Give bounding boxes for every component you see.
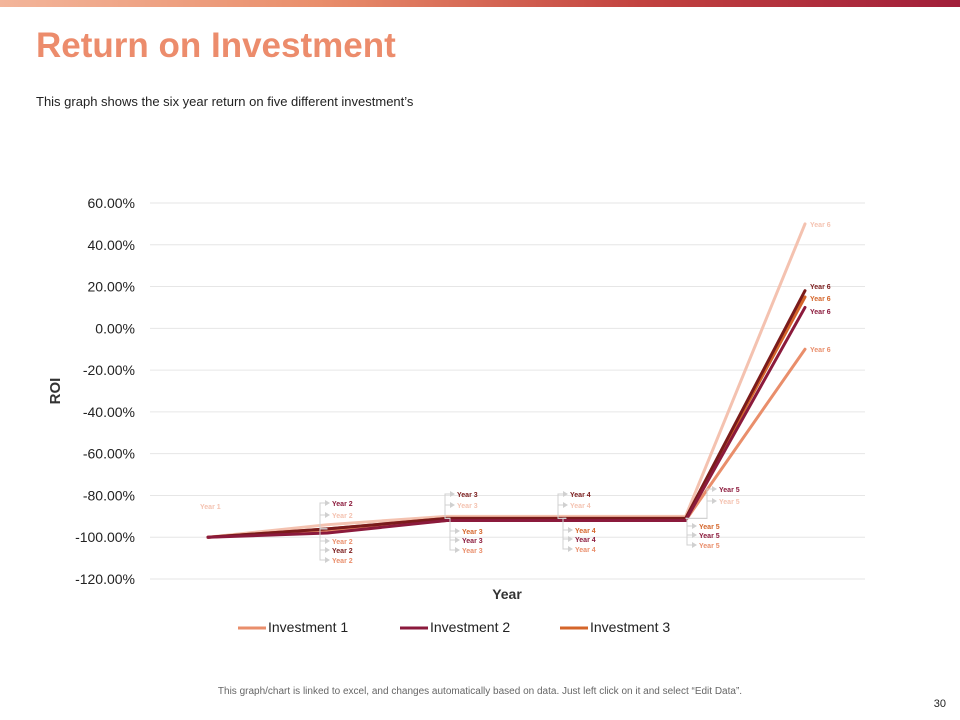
legend-label: Investment 3	[590, 619, 670, 635]
y-tick-label: -60.00%	[83, 446, 135, 462]
data-label: Year 3	[457, 492, 478, 499]
data-label: Year 3	[462, 548, 483, 555]
data-label: Year 2	[332, 501, 353, 508]
data-label: Year 6	[810, 284, 831, 291]
y-axis-label: ROI	[47, 378, 64, 405]
leader-arrow	[325, 500, 330, 506]
leader-arrow	[455, 528, 460, 534]
leader-line	[685, 517, 695, 546]
y-tick-label: -120.00%	[75, 571, 135, 587]
data-label: Year 1	[200, 504, 221, 511]
footer-note: This graph/chart is linked to excel, and…	[217, 686, 743, 697]
leader-arrow	[450, 491, 455, 497]
leader-arrow	[563, 502, 568, 508]
data-label: Year 6	[810, 309, 831, 316]
y-tick-label: -80.00%	[83, 487, 135, 503]
data-label: Year 6	[810, 347, 831, 354]
data-label: Year 6	[810, 222, 831, 229]
leader-line	[685, 500, 715, 519]
top-accent-bar	[0, 0, 960, 7]
slide-subtitle: This graph shows the six year return on …	[36, 94, 414, 109]
leader-arrow	[325, 538, 330, 544]
leader-arrow	[450, 502, 455, 508]
leader-arrow	[325, 547, 330, 553]
data-label: Year 4	[575, 537, 596, 544]
y-tick-label: -20.00%	[83, 362, 135, 378]
data-label: Year 3	[462, 538, 483, 545]
leader-arrow	[568, 546, 573, 552]
data-label: Year 2	[332, 539, 353, 546]
data-label: Year 5	[719, 499, 740, 506]
series-line-investment-5	[206, 289, 807, 539]
data-label: Year 4	[575, 547, 596, 554]
leader-line	[562, 517, 571, 550]
y-tick-label: -40.00%	[83, 404, 135, 420]
y-tick-label: 0.00%	[95, 320, 135, 336]
data-label: Year 3	[457, 503, 478, 510]
data-label: Year 6	[810, 296, 831, 303]
data-label: Year 4	[575, 528, 596, 535]
leader-arrow	[568, 536, 573, 542]
leader-arrow	[325, 557, 330, 563]
leader-arrow	[455, 547, 460, 553]
data-label: Year 4	[570, 503, 591, 510]
leader-arrow	[712, 498, 717, 504]
chart-legend: Investment 1 Investment 2 Investment 3	[238, 619, 670, 635]
y-tick-label: 60.00%	[88, 195, 135, 211]
leader-arrow	[325, 512, 330, 518]
series-line-investment-2	[206, 305, 807, 539]
leader-arrow	[712, 486, 717, 492]
leader-arrow	[455, 537, 460, 543]
data-label: Year 5	[699, 543, 720, 550]
legend-label: Investment 2	[430, 619, 510, 635]
leader-arrow	[692, 542, 697, 548]
leader-arrow	[563, 491, 568, 497]
leader-line	[319, 528, 328, 561]
leader-arrow	[568, 527, 573, 533]
series-lines	[206, 222, 807, 539]
data-label: Year 2	[332, 513, 353, 520]
slide-title: Return on Investment	[36, 26, 396, 65]
leader-line	[446, 517, 458, 551]
leader-line	[444, 504, 453, 519]
data-label: Year 3	[462, 529, 483, 536]
data-label: Year 5	[719, 487, 740, 494]
legend-label: Investment 1	[268, 619, 348, 635]
leader-arrow	[692, 532, 697, 538]
y-tick-label: -100.00%	[75, 529, 135, 545]
y-tick-label: 40.00%	[88, 237, 135, 253]
data-label: Year 4	[570, 492, 591, 499]
y-axis-ticks: 60.00% 40.00% 20.00% 0.00% -20.00% -40.00% -60…	[75, 195, 135, 587]
data-label: Year 2	[332, 558, 353, 565]
y-tick-label: 20.00%	[88, 279, 135, 295]
data-label: Year 5	[699, 524, 720, 531]
leader-line	[557, 504, 567, 519]
data-label: Year 2	[332, 548, 353, 555]
data-label: Year 5	[699, 533, 720, 540]
x-axis-label: Year	[492, 586, 522, 602]
data-labels: Year 1 Year 2 Year 2 Year 2 Year 2 Year 2 Year…	[200, 222, 831, 565]
series-line-investment-4	[206, 222, 807, 539]
leader-arrow	[692, 523, 697, 529]
page-number: 30	[933, 698, 946, 710]
